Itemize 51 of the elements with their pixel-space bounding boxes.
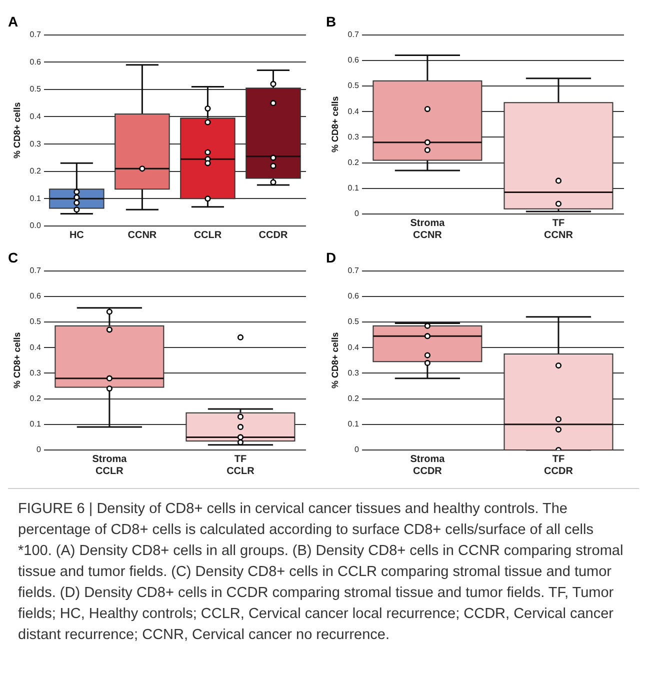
y-tick-label: 0.3 (348, 132, 360, 142)
y-axis-title: % CD8+ cells (12, 332, 22, 389)
chart-title: D (326, 249, 336, 266)
y-tick-label: 0.0 (30, 221, 42, 230)
y-tick-label: 0.7 (30, 30, 42, 40)
y-tick-label: 0.7 (30, 266, 42, 276)
y-tick-label: 0.1 (348, 420, 360, 429)
y-tick-label: 0 (36, 445, 42, 454)
y-tick-label: 0.5 (30, 317, 42, 326)
y-axis-title: % CD8+ cells (330, 96, 340, 153)
y-tick-label: 0.7 (348, 266, 360, 276)
y-tick-label: 0.3 (348, 368, 360, 378)
x-tick-label: TF CCLR (226, 454, 256, 477)
y-tick-label: 0.6 (348, 292, 360, 301)
y-tick-label: 0.5 (348, 81, 360, 90)
y-tick-label: 0.4 (30, 342, 42, 352)
x-tick-label: Stroma CCDR (410, 454, 446, 477)
x-tick-label: Stroma CCLR (92, 454, 128, 477)
y-axis-title: % CD8+ cells (12, 102, 22, 159)
x-tick-label: CCNR (128, 230, 158, 241)
y-tick-label: 0.5 (30, 84, 42, 94)
y-tick-label: 0.4 (348, 106, 360, 116)
y-tick-label: 0.1 (30, 194, 42, 203)
x-tick-label: CCLR (194, 230, 222, 241)
y-tick-label: 0.2 (30, 166, 42, 176)
y-tick-label: 0.1 (30, 420, 42, 429)
y-tick-label: 0.2 (348, 158, 360, 168)
chart-title: B (326, 13, 336, 30)
x-tick-label: TF CCNR (544, 218, 574, 241)
y-axis-title: % CD8+ cells (330, 332, 340, 389)
y-tick-label: 0.3 (30, 368, 42, 378)
y-tick-label: 0.4 (348, 342, 360, 352)
y-tick-label: 0.7 (348, 30, 360, 40)
y-tick-label: 0.6 (348, 56, 360, 65)
y-tick-label: 0.4 (30, 112, 42, 121)
y-tick-label: 0.1 (348, 184, 360, 193)
y-tick-label: 0.5 (348, 317, 360, 326)
y-tick-label: 0.6 (30, 57, 42, 66)
x-tick-label: CCDR (258, 230, 288, 241)
y-tick-label: 0.6 (30, 292, 42, 301)
y-tick-label: 0.2 (30, 394, 42, 404)
x-tick-label: TF CCDR (544, 454, 574, 477)
chart-title: A (8, 13, 18, 30)
y-tick-label: 0.3 (30, 139, 42, 148)
y-tick-label: 0 (354, 209, 360, 218)
x-tick-label: HC (69, 230, 84, 241)
caption: FIGURE 6 | Density of CD8+ cells in cervical cancer tissues and healthy controls. The percentage of CD8+ cells is calculated according to surface CD8+ cells/surface of all cells *100. (A) Density CD8+ cells in all groups. (B) Density CD8+ cells in CCNR comparing stromal tissue and tumor fields. (C) Density CD8+ cells in CCLR comparing stromal tissue and tumor fields. (D) Density CD8+ cells in CCDR comparing stromal tissue and tumor fields. TF, Tumor fields; HC, Healthy controls; CCLR, Cervical cancer local recurrence; CCDR, Cervical cancer distant recurrence; CCNR, Cervical cancer no recurrence. (18, 500, 624, 645)
x-tick-label: Stroma CCNR (410, 218, 446, 241)
chart-title: C (8, 249, 18, 266)
y-tick-label: 0 (354, 445, 360, 454)
y-tick-label: 0.2 (348, 394, 360, 404)
